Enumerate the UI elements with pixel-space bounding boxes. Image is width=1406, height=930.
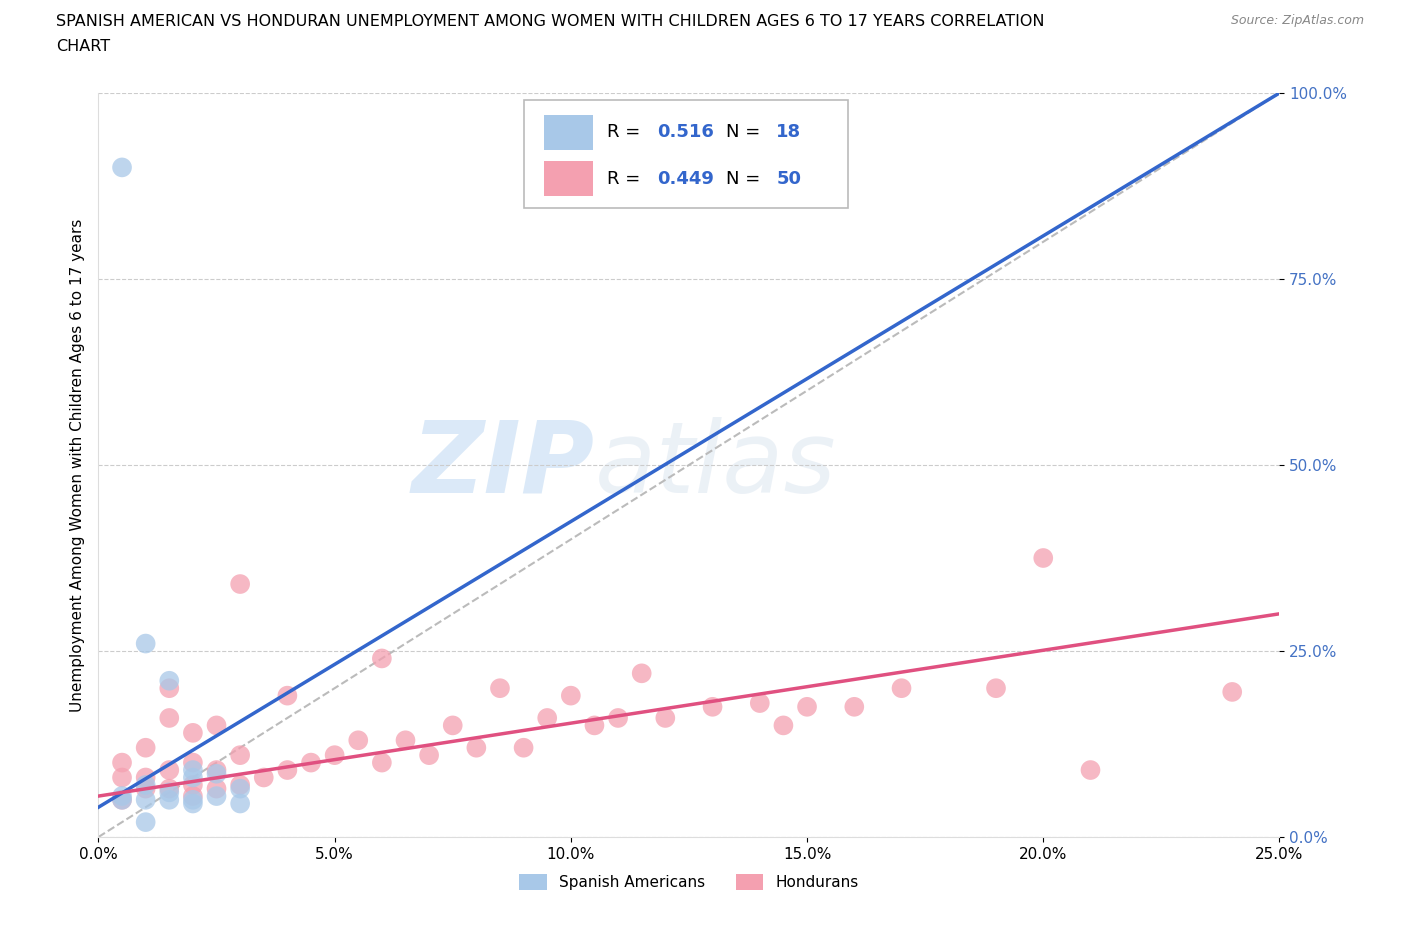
Point bbox=[229, 577, 252, 591]
Point bbox=[181, 789, 204, 804]
Point bbox=[772, 718, 794, 733]
Point bbox=[371, 755, 394, 770]
Text: N =: N = bbox=[725, 169, 765, 188]
Point bbox=[394, 733, 416, 748]
Point bbox=[111, 160, 134, 175]
Text: 50: 50 bbox=[776, 169, 801, 188]
Text: 0.516: 0.516 bbox=[657, 124, 714, 141]
Point bbox=[181, 796, 204, 811]
Point bbox=[347, 733, 370, 748]
Point bbox=[135, 777, 157, 792]
Point bbox=[654, 711, 676, 725]
Point bbox=[135, 815, 157, 830]
Text: atlas: atlas bbox=[595, 417, 837, 513]
Text: SPANISH AMERICAN VS HONDURAN UNEMPLOYMENT AMONG WOMEN WITH CHILDREN AGES 6 TO 17: SPANISH AMERICAN VS HONDURAN UNEMPLOYMEN… bbox=[56, 14, 1045, 29]
Point bbox=[276, 688, 298, 703]
Point bbox=[465, 740, 488, 755]
Point bbox=[323, 748, 346, 763]
Point bbox=[135, 781, 157, 796]
Point bbox=[1220, 684, 1243, 699]
Point bbox=[748, 696, 770, 711]
Point bbox=[890, 681, 912, 696]
Point bbox=[702, 699, 724, 714]
Point bbox=[229, 796, 252, 811]
FancyBboxPatch shape bbox=[544, 114, 593, 151]
Point bbox=[111, 755, 134, 770]
Text: R =: R = bbox=[607, 124, 647, 141]
FancyBboxPatch shape bbox=[544, 161, 593, 196]
Point bbox=[371, 651, 394, 666]
Text: ZIP: ZIP bbox=[412, 417, 595, 513]
Point bbox=[157, 673, 180, 688]
Point bbox=[536, 711, 558, 725]
Point bbox=[630, 666, 652, 681]
Point bbox=[135, 792, 157, 807]
Point bbox=[583, 718, 606, 733]
Point bbox=[253, 770, 276, 785]
Point bbox=[229, 781, 252, 796]
Point bbox=[157, 792, 180, 807]
Point bbox=[157, 711, 180, 725]
Point bbox=[157, 681, 180, 696]
Point bbox=[181, 763, 204, 777]
Point bbox=[984, 681, 1007, 696]
Point bbox=[844, 699, 866, 714]
Point bbox=[205, 781, 228, 796]
Point bbox=[796, 699, 818, 714]
Point bbox=[157, 785, 180, 800]
Point bbox=[135, 740, 157, 755]
Point bbox=[276, 763, 298, 777]
Point bbox=[299, 755, 322, 770]
Point bbox=[205, 718, 228, 733]
Point bbox=[181, 777, 204, 792]
Point bbox=[489, 681, 512, 696]
Point bbox=[111, 770, 134, 785]
Point bbox=[181, 792, 204, 807]
Text: Source: ZipAtlas.com: Source: ZipAtlas.com bbox=[1230, 14, 1364, 27]
Point bbox=[181, 725, 204, 740]
Point bbox=[205, 766, 228, 781]
Point bbox=[229, 777, 252, 792]
Y-axis label: Unemployment Among Women with Children Ages 6 to 17 years: Unemployment Among Women with Children A… bbox=[69, 219, 84, 711]
Point bbox=[181, 770, 204, 785]
Point bbox=[111, 792, 134, 807]
Point bbox=[205, 763, 228, 777]
Text: CHART: CHART bbox=[56, 39, 110, 54]
Point bbox=[205, 789, 228, 804]
Text: R =: R = bbox=[607, 169, 647, 188]
Point bbox=[1032, 551, 1054, 565]
Legend: Spanish Americans, Hondurans: Spanish Americans, Hondurans bbox=[513, 868, 865, 897]
Point bbox=[512, 740, 534, 755]
Point bbox=[157, 763, 180, 777]
Text: 18: 18 bbox=[776, 124, 801, 141]
Point bbox=[135, 770, 157, 785]
Point bbox=[181, 755, 204, 770]
Text: N =: N = bbox=[725, 124, 765, 141]
Point bbox=[157, 781, 180, 796]
Point bbox=[135, 636, 157, 651]
Point bbox=[560, 688, 582, 703]
Point bbox=[111, 792, 134, 807]
Point bbox=[229, 748, 252, 763]
Point bbox=[111, 789, 134, 804]
Point bbox=[441, 718, 464, 733]
Point bbox=[607, 711, 630, 725]
Point bbox=[418, 748, 440, 763]
Point bbox=[1080, 763, 1102, 777]
FancyBboxPatch shape bbox=[523, 100, 848, 208]
Text: 0.449: 0.449 bbox=[657, 169, 714, 188]
